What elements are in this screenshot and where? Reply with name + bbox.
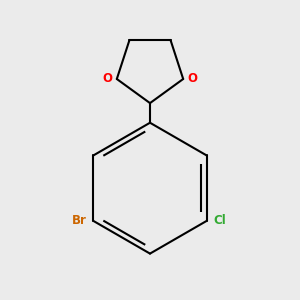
Text: O: O: [188, 73, 198, 85]
Text: O: O: [102, 73, 112, 85]
Text: Br: Br: [72, 214, 87, 227]
Text: Cl: Cl: [213, 214, 226, 227]
